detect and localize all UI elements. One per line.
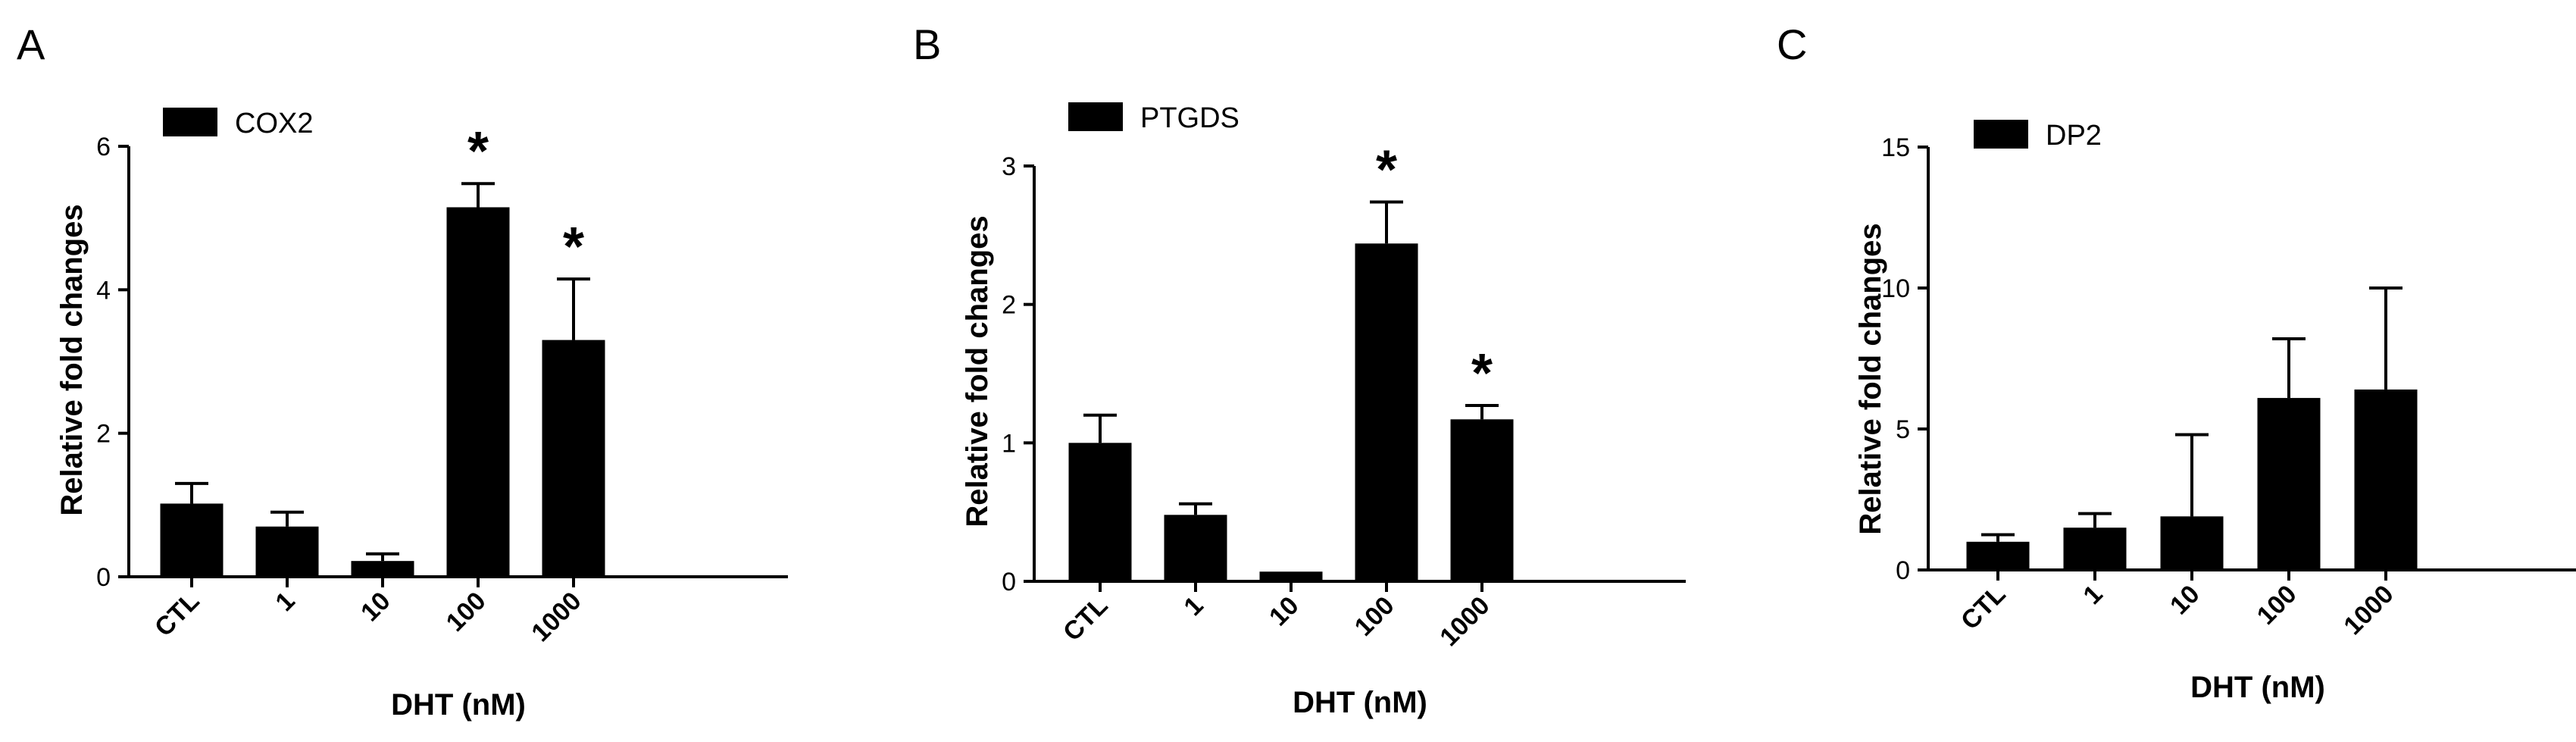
panel-b: B PTGDS 0 1 2 3 CTL 1 10 * 100 * 1000 Relative fol… bbox=[913, 20, 1686, 719]
panel-c-y-tick-label: 10 bbox=[1881, 274, 1910, 303]
panel-a-y-tick-label: 0 bbox=[96, 563, 111, 592]
panel-a-x-tick-label: 10 bbox=[355, 587, 396, 628]
panel-c-x-tick-label: 1000 bbox=[2338, 580, 2399, 640]
panel-a-x-tick-label: 1000 bbox=[526, 587, 586, 647]
panel-b-x-axis-label: DHT (nM) bbox=[1293, 686, 1427, 719]
panel-b-legend-label: PTGDS bbox=[1140, 102, 1240, 134]
panel-a-y-tick-label: 4 bbox=[96, 276, 111, 305]
panel-c-bar bbox=[2160, 516, 2224, 570]
panel-c-y-axis-label: Relative fold changes bbox=[1854, 223, 1887, 534]
panel-a-x-tick-label: CTL bbox=[149, 587, 205, 643]
panel-b-y-tick-label: 3 bbox=[1002, 152, 1016, 181]
panel-c-bar bbox=[2257, 398, 2321, 570]
panel-a-x-axis-label: DHT (nM) bbox=[391, 688, 526, 722]
panel-b-letter: B bbox=[913, 20, 941, 68]
panel-b-x-tick-label: CTL bbox=[1058, 591, 1114, 647]
panel-b-x-tick-label: 100 bbox=[1349, 591, 1400, 642]
panel-c-legend-swatch bbox=[1974, 120, 2028, 149]
panel-b-x-tick-label: 1 bbox=[1178, 591, 1208, 621]
panel-a-letter: A bbox=[17, 20, 45, 68]
panel-a-y-tick-label: 2 bbox=[96, 420, 111, 449]
panel-c-bar bbox=[2063, 528, 2127, 570]
panel-a-significance-star: * bbox=[467, 121, 489, 182]
panel-a-chart: 0 2 4 6 CTL 1 10 * 100 * 1000 bbox=[96, 121, 788, 647]
panel-a-x-tick-label: 1 bbox=[270, 587, 300, 617]
panel-b-chart: 0 1 2 3 CTL 1 10 * 100 * 1000 bbox=[1002, 139, 1686, 652]
panel-c-y-tick-label: 0 bbox=[1896, 556, 1910, 585]
panel-c-x-tick-label: 1 bbox=[2077, 580, 2108, 610]
panel-b-y-axis-label: Relative fold changes bbox=[961, 215, 994, 527]
panel-c-letter: C bbox=[1777, 20, 1807, 68]
panel-c-bar bbox=[1966, 541, 2030, 570]
panel-b-bar bbox=[1068, 443, 1132, 581]
panel-a-y-axis-label: Relative fold changes bbox=[55, 204, 89, 515]
panel-a: A COX2 0 2 4 6 CTL 1 10 * 100 * 1000 Relative fold… bbox=[17, 20, 788, 722]
panel-a-bar bbox=[160, 503, 224, 577]
panel-c-x-tick-label: CTL bbox=[1955, 580, 2012, 636]
panel-b-bar bbox=[1450, 419, 1514, 581]
panel-a-y-tick-label: 6 bbox=[96, 133, 111, 161]
panel-a-significance-star: * bbox=[563, 217, 584, 277]
panel-a-legend-swatch bbox=[163, 108, 217, 136]
panel-a-x-tick-label: 100 bbox=[441, 587, 492, 637]
panel-a-bar bbox=[446, 207, 510, 577]
panel-b-y-tick-label: 1 bbox=[1002, 429, 1016, 458]
panel-c-x-tick-label: 100 bbox=[2252, 580, 2302, 631]
panel-b-bar bbox=[1355, 243, 1418, 581]
panel-c-y-tick-label: 5 bbox=[1896, 415, 1910, 444]
panel-b-bar bbox=[1259, 571, 1323, 581]
panel-a-bar bbox=[542, 340, 605, 577]
panel-c-bar bbox=[2354, 389, 2418, 570]
panel-b-bar bbox=[1164, 515, 1227, 581]
panel-b-y-tick-label: 0 bbox=[1002, 568, 1016, 596]
panel-c-legend-label: DP2 bbox=[2046, 120, 2102, 152]
panel-c-x-axis-label: DHT (nM) bbox=[2190, 671, 2325, 704]
panel-a-legend-label: COX2 bbox=[235, 108, 313, 139]
panel-a-bar bbox=[255, 526, 319, 577]
panel-c-y-tick-label: 15 bbox=[1881, 133, 1910, 162]
panel-b-y-tick-label: 2 bbox=[1002, 291, 1016, 320]
panel-b-legend-swatch bbox=[1068, 102, 1123, 131]
panel-b-significance-star: * bbox=[1471, 343, 1493, 404]
panel-c: C DP2 0 5 10 15 CTL 1 10 100 1000 Relative fold … bbox=[1777, 20, 2576, 704]
panel-b-x-tick-label: 1000 bbox=[1434, 591, 1495, 652]
panel-c-chart: 0 5 10 15 CTL 1 10 100 1000 bbox=[1881, 133, 2576, 640]
panel-c-x-tick-label: 10 bbox=[2165, 580, 2206, 621]
panel-b-x-tick-label: 10 bbox=[1264, 591, 1305, 632]
panel-b-significance-star: * bbox=[1376, 139, 1397, 200]
panel-a-bar bbox=[351, 561, 414, 577]
